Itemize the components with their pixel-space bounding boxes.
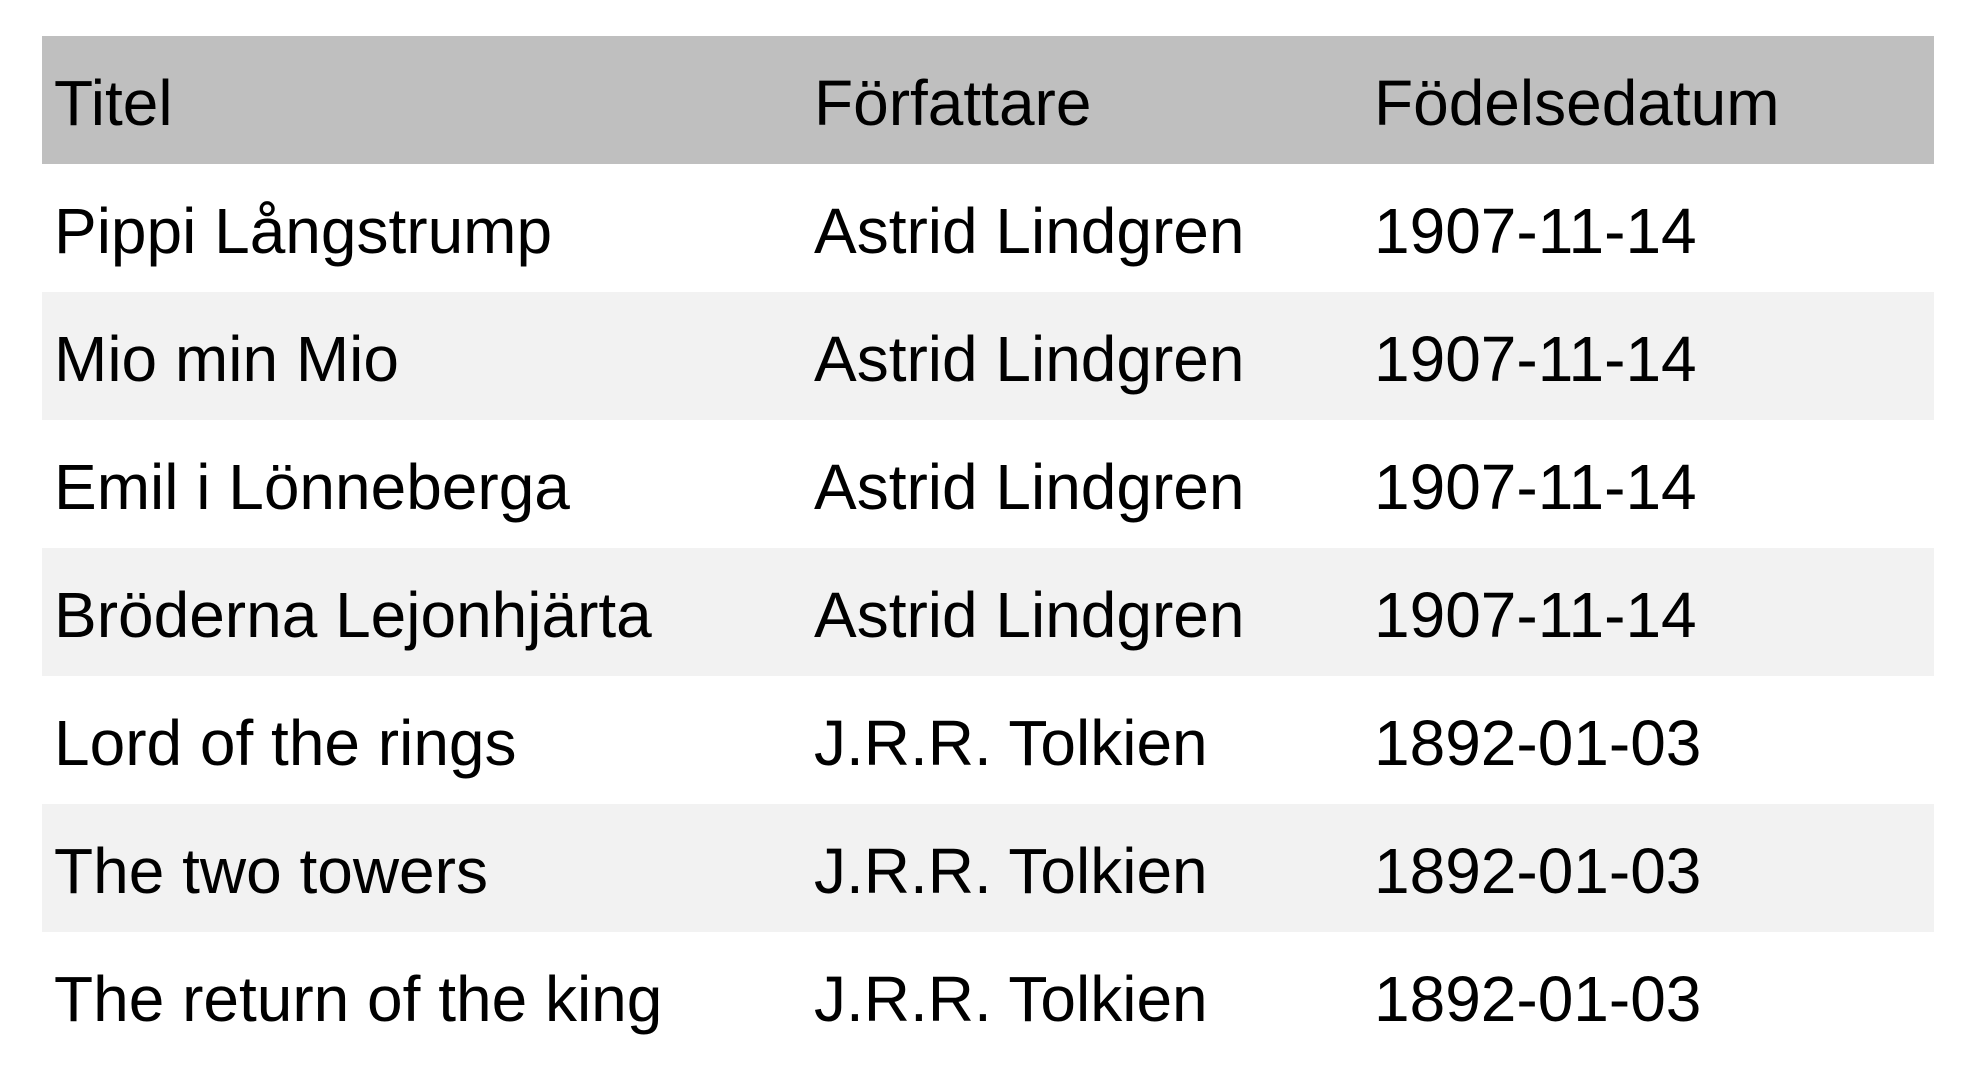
cell-birthdate: 1892-01-03 (1374, 963, 1702, 1035)
cell-author: J.R.R. Tolkien (814, 963, 1208, 1035)
cell-title: Pippi Långstrump (54, 195, 553, 267)
cell-author: Astrid Lindgren (814, 195, 1245, 267)
table-row: Lord of the rings J.R.R. Tolkien 1892-01… (42, 676, 1934, 804)
table-row: Mio min Mio Astrid Lindgren 1907-11-14 (42, 292, 1934, 420)
table-header-row: Titel Författare Födelsedatum (42, 36, 1934, 164)
column-header-title: Titel (54, 67, 173, 139)
cell-title: Bröderna Lejonhjärta (54, 579, 652, 651)
cell-author: J.R.R. Tolkien (814, 707, 1208, 779)
cell-birthdate: 1892-01-03 (1374, 835, 1702, 907)
cell-author: Astrid Lindgren (814, 451, 1245, 523)
column-header-birthdate: Födelsedatum (1374, 67, 1780, 139)
cell-birthdate: 1907-11-14 (1374, 323, 1697, 395)
cell-birthdate: 1892-01-03 (1374, 707, 1702, 779)
table-row: Pippi Långstrump Astrid Lindgren 1907-11… (42, 164, 1934, 292)
cell-author: J.R.R. Tolkien (814, 835, 1208, 907)
table-row: Emil i Lönneberga Astrid Lindgren 1907-1… (42, 420, 1934, 548)
table-row: The two towers J.R.R. Tolkien 1892-01-03 (42, 804, 1934, 932)
table-row: Bröderna Lejonhjärta Astrid Lindgren 190… (42, 548, 1934, 676)
cell-author: Astrid Lindgren (814, 323, 1245, 395)
cell-birthdate: 1907-11-14 (1374, 579, 1697, 651)
column-header-author: Författare (814, 67, 1092, 139)
cell-title: Lord of the rings (54, 707, 517, 779)
cell-title: The two towers (54, 835, 488, 907)
books-table: Titel Författare Födelsedatum Pippi Lång… (42, 36, 1934, 1060)
cell-title: Emil i Lönneberga (54, 451, 570, 523)
cell-title: Mio min Mio (54, 323, 399, 395)
cell-title: The return of the king (54, 963, 663, 1035)
cell-birthdate: 1907-11-14 (1374, 195, 1697, 267)
cell-birthdate: 1907-11-14 (1374, 451, 1697, 523)
cell-author: Astrid Lindgren (814, 579, 1245, 651)
table-row: The return of the king J.R.R. Tolkien 18… (42, 932, 1934, 1060)
